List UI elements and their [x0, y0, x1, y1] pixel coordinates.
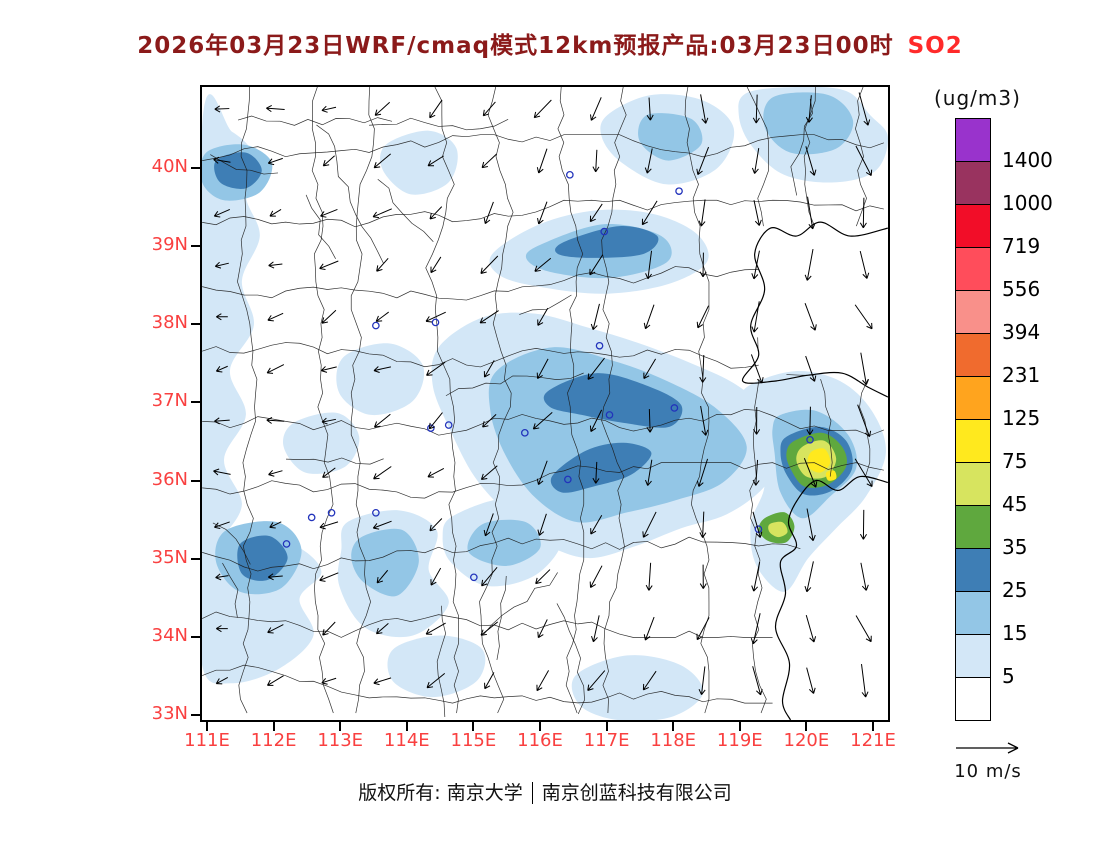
- legend-color-box: [955, 419, 991, 463]
- x-axis-label: 112E: [250, 730, 297, 751]
- x-axis-label: 121E: [850, 730, 896, 751]
- coastline: [742, 221, 888, 720]
- y-axis-label: 34N: [151, 625, 188, 647]
- title-species: SO2: [907, 33, 963, 59]
- x-axis-tick: [605, 722, 608, 731]
- y-axis-tick: [191, 323, 200, 326]
- y-axis-tick: [191, 557, 200, 560]
- y-axis-label: 37N: [151, 390, 188, 412]
- legend-color-box: [955, 161, 991, 205]
- figure-title: 2026年03月23日WRF/cmaq模式12km预报产品:03月23日00时 S…: [0, 26, 1100, 60]
- legend-level-label: 556: [1002, 277, 1041, 301]
- legend-level-label: 719: [1002, 234, 1041, 258]
- x-axis-tick: [539, 722, 541, 731]
- legend-color-box: [955, 204, 991, 248]
- footer-divider-line: [531, 782, 533, 804]
- legend-color-box: [955, 591, 991, 635]
- x-axis-label: 118E: [650, 730, 697, 751]
- x-axis-label: 111E: [184, 730, 230, 751]
- legend-color-box: [955, 548, 991, 592]
- x-axis-label: 119E: [716, 730, 763, 751]
- city-markers: [282, 171, 814, 582]
- y-axis-tick: [191, 401, 200, 404]
- legend-level-label: 231: [1002, 363, 1041, 387]
- legend-color-box: [955, 462, 991, 506]
- x-axis-tick: [405, 722, 408, 731]
- wind-scale-arrow: [956, 742, 1019, 754]
- y-axis-label: 40N: [151, 155, 188, 177]
- x-axis-label: 115E: [450, 730, 497, 751]
- y-axis-label: 39N: [151, 234, 188, 256]
- contour-fills: [202, 87, 888, 720]
- map-plot: [200, 85, 890, 722]
- x-axis-tick: [339, 722, 342, 731]
- x-axis-label: 113E: [317, 730, 364, 751]
- y-axis-label: 36N: [151, 468, 188, 490]
- y-axis-tick: [191, 479, 200, 482]
- x-axis-label: 116E: [517, 730, 563, 751]
- legend-color-box: [955, 505, 991, 549]
- legend-level-label: 125: [1002, 406, 1041, 430]
- legend-level-label: 25: [1002, 578, 1028, 602]
- legend-color-box: [955, 634, 991, 678]
- x-axis-label: 114E: [383, 730, 430, 751]
- legend-level-label: 1400: [1002, 148, 1053, 172]
- legend-color-box: [955, 118, 991, 162]
- x-axis-tick: [872, 722, 874, 731]
- y-axis-label: 35N: [151, 546, 188, 568]
- copyright-footer: 版权所有: 南京大学 南京创蓝科技有限公司: [200, 778, 890, 805]
- legend-color-box: [955, 290, 991, 334]
- footer-owner: 版权所有: 南京大学: [358, 782, 523, 804]
- wind-scale: 10 m/s: [946, 738, 1030, 782]
- legend-color-box: [955, 376, 991, 420]
- y-axis-label: 38N: [151, 312, 188, 334]
- legend-level-label: 15: [1002, 621, 1028, 645]
- y-axis-tick: [191, 245, 200, 248]
- x-axis-label: 120E: [783, 730, 830, 751]
- x-axis-tick: [805, 722, 808, 731]
- x-axis-tick: [738, 722, 741, 731]
- legend-level-label: 35: [1002, 535, 1028, 559]
- legend-units: (ug/m3): [934, 86, 1021, 110]
- y-axis-tick: [191, 166, 200, 169]
- y-axis-label: 33N: [151, 703, 188, 725]
- y-axis-tick: [191, 636, 200, 639]
- title-main: 2026年03月23日WRF/cmaq模式12km预报产品:03月23日00时: [137, 33, 894, 59]
- legend-level-label: 394: [1002, 320, 1041, 344]
- legend-color-box: [955, 677, 991, 721]
- wind-vectors: [213, 92, 873, 698]
- legend-level-label: 5: [1002, 664, 1015, 688]
- x-axis-tick: [206, 722, 208, 731]
- x-axis-tick: [672, 722, 675, 731]
- legend-level-label: 1000: [1002, 191, 1053, 215]
- footer-company: 南京创蓝科技有限公司: [541, 782, 732, 804]
- x-axis-tick: [272, 722, 275, 731]
- legend-level-label: 45: [1002, 492, 1028, 516]
- x-axis-tick: [472, 722, 475, 731]
- legend-color-box: [955, 333, 991, 377]
- x-axis-label: 117E: [583, 730, 630, 751]
- legend-level-label: 75: [1002, 449, 1028, 473]
- wind-scale-label: 10 m/s: [954, 761, 1022, 782]
- y-axis-tick: [191, 714, 200, 717]
- forecast-map: [202, 87, 888, 720]
- legend-color-box: [955, 247, 991, 291]
